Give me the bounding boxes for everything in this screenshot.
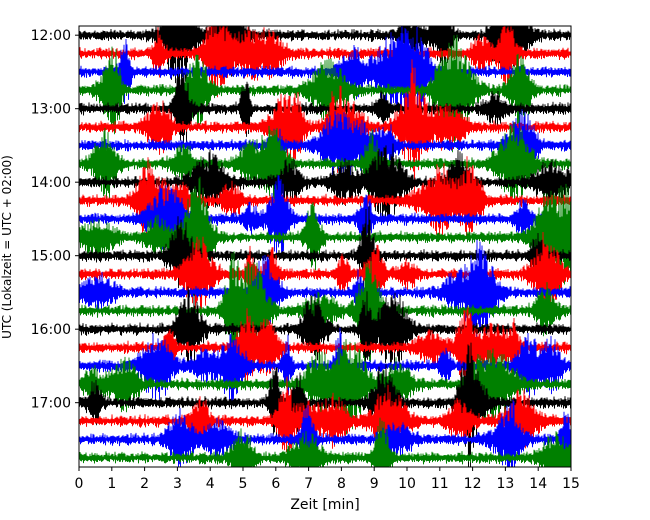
trace-row-23 bbox=[79, 417, 571, 467]
x-tick-label: 9 bbox=[370, 476, 379, 492]
trace-row-16 bbox=[79, 286, 571, 373]
plot-frame bbox=[78, 25, 572, 468]
x-tick-label: 1 bbox=[107, 476, 116, 492]
x-tick-label: 14 bbox=[529, 476, 547, 492]
trace-row-10 bbox=[79, 175, 571, 258]
trace-row-15 bbox=[79, 251, 571, 375]
x-tick-label: 4 bbox=[206, 476, 215, 492]
x-tick-label: 11 bbox=[431, 476, 449, 492]
x-tick-label: 13 bbox=[496, 476, 514, 492]
x-tick-label: 2 bbox=[140, 476, 149, 492]
x-tick-label: 10 bbox=[398, 476, 416, 492]
y-tick-label: 13:00 bbox=[31, 102, 71, 118]
trace-row-13 bbox=[79, 231, 571, 315]
y-tick-label: 15:00 bbox=[31, 249, 71, 265]
x-tick-label: 12 bbox=[464, 476, 482, 492]
trace-row-11 bbox=[79, 176, 571, 297]
y-axis-title: UTC (Lokalzeit = UTC + 02:00) bbox=[0, 155, 14, 339]
trace-row-20 bbox=[79, 342, 571, 467]
x-axis-title: Zeit [min] bbox=[290, 497, 359, 513]
trace-row-4 bbox=[79, 69, 571, 146]
trace-row-12 bbox=[79, 205, 571, 308]
y-tick-label: 17:00 bbox=[31, 396, 71, 412]
y-tick-label: 14:00 bbox=[31, 175, 71, 191]
y-tick-label: 12:00 bbox=[31, 28, 71, 44]
x-tick-label: 3 bbox=[173, 476, 182, 492]
x-tick-label: 8 bbox=[337, 476, 346, 492]
trace-row-8 bbox=[79, 143, 571, 226]
trace-row-6 bbox=[79, 109, 571, 178]
trace-row-5 bbox=[79, 59, 571, 194]
y-tick-label: 16:00 bbox=[31, 322, 71, 338]
x-tick-label: 15 bbox=[562, 476, 580, 492]
seismogram-traces bbox=[79, 26, 571, 467]
trace-row-3 bbox=[79, 34, 571, 153]
trace-row-7 bbox=[79, 122, 571, 205]
x-axis: 0 1 2 3 4 5 6 7 8 9 10 11 12 13 14 15 bbox=[75, 467, 580, 492]
trace-row-22 bbox=[79, 399, 571, 467]
trace-row-19 bbox=[79, 339, 571, 435]
y-axis: 12:00 13:00 14:00 15:00 16:00 17:00 bbox=[31, 28, 79, 412]
x-tick-label: 5 bbox=[239, 476, 248, 492]
x-tick-label: 7 bbox=[304, 476, 313, 492]
x-tick-label: 6 bbox=[271, 476, 280, 492]
x-tick-label: 0 bbox=[75, 476, 84, 492]
trace-row-1 bbox=[79, 26, 571, 98]
trace-row-21 bbox=[79, 376, 571, 454]
